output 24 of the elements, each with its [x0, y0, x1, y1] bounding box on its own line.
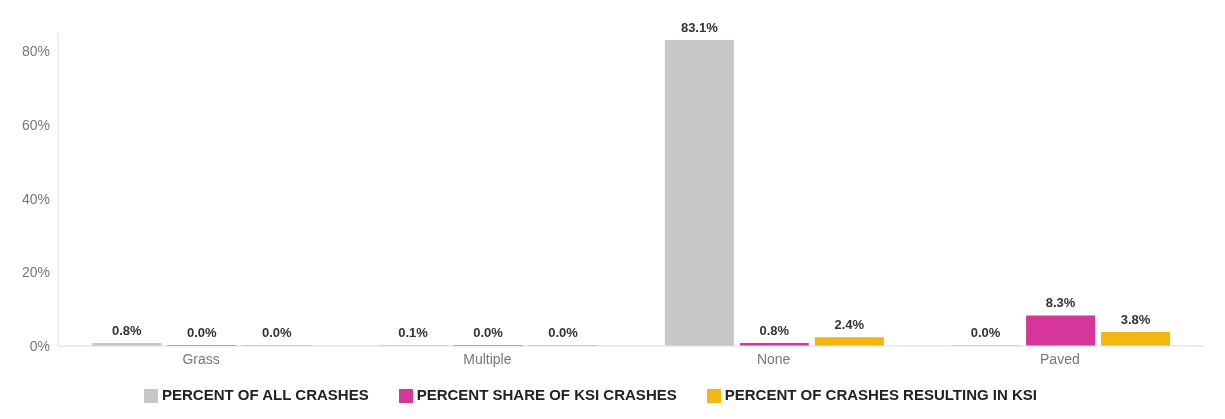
x-tick-label: Grass	[182, 350, 220, 367]
data-label: 0.0%	[262, 324, 293, 340]
data-label: 8.3%	[1045, 295, 1076, 311]
y-tick-label: 0%	[29, 337, 50, 354]
legend-label: PERCENT OF CRASHES RESULTING IN KSI	[724, 385, 1037, 403]
data-label: 83.1%	[680, 20, 719, 35]
data-label: 0.0%	[970, 324, 1001, 340]
y-tick-label: 20%	[21, 264, 50, 281]
x-tick-label: None	[756, 350, 791, 367]
x-tick-label: Paved	[1040, 350, 1080, 367]
y-tick-label: 60%	[21, 117, 50, 134]
data-label: 0.0%	[187, 324, 218, 340]
y-tick-label: 80%	[21, 43, 50, 60]
y-tick-label: 40%	[21, 190, 50, 207]
legend-label: PERCENT OF ALL CRASHES	[162, 385, 369, 403]
data-label: 3.8%	[1120, 311, 1151, 327]
data-label: 0.0%	[548, 324, 579, 340]
x-tick-label: Multiple	[463, 350, 512, 367]
data-label: 0.0%	[473, 324, 504, 340]
data-label: 0.8%	[112, 323, 143, 339]
legend-label: PERCENT SHARE OF KSI CRASHES	[416, 385, 677, 403]
data-label: 0.8%	[759, 323, 790, 339]
data-label: 2.4%	[834, 317, 865, 333]
data-label: 0.1%	[398, 324, 429, 340]
